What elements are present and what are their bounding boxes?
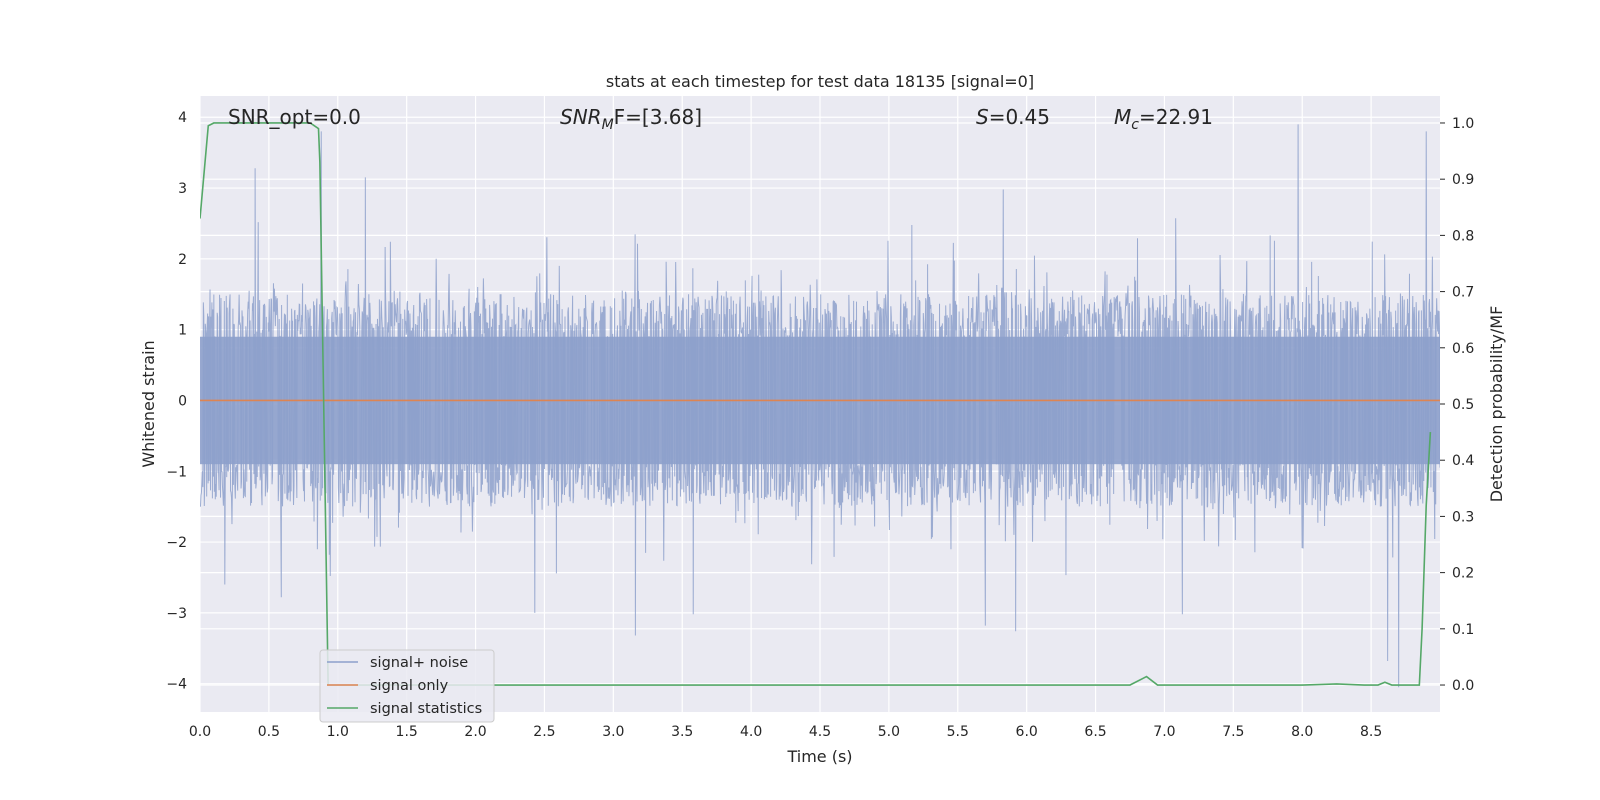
signal-statistics-line	[200, 122, 1432, 686]
y2-tick-label: 0.2	[1452, 566, 1474, 582]
y-tick-label: −4	[166, 677, 187, 693]
line-series	[200, 122, 1440, 686]
annotation-snr-opt: SNR_opt=0.0	[228, 105, 361, 129]
x-axis-label: Time (s)	[786, 747, 852, 766]
y2-tick-label: 0.6	[1452, 341, 1474, 357]
x-tick-label: 3.0	[602, 724, 624, 740]
x-tick-label: 8.5	[1360, 724, 1382, 740]
y2-tick-label: 0.5	[1452, 397, 1474, 413]
y-tick-label: 1	[178, 323, 187, 339]
x-tick-label: 6.0	[1016, 724, 1038, 740]
y-tick-label: 4	[178, 110, 187, 126]
x-tick-labels: 0.0 0.5 1.0 1.5 2.0 2.5 3.0 3.5 4.0 4.5 5.0 5.5 6.0 6…	[189, 724, 1382, 740]
x-tick-label: 2.0	[464, 724, 486, 740]
legend-label-stats: signal statistics	[370, 701, 482, 717]
legend-box	[319, 649, 495, 723]
y-tick-label: 3	[178, 181, 187, 197]
y2-axis-label: Detection probability/MF	[1487, 306, 1506, 503]
y2-tick-label: 0.8	[1452, 228, 1474, 244]
x-tick-label: 1.0	[327, 724, 349, 740]
x-tick-label: 7.5	[1222, 724, 1244, 740]
legend-label-noise: signal+ noise	[370, 655, 468, 671]
s-rest: =0.45	[989, 105, 1050, 129]
y-tick-label: −2	[166, 535, 187, 551]
mc-sub: c	[1131, 117, 1139, 133]
x-tick-label: 6.5	[1084, 724, 1106, 740]
annotation-s: S=0.45	[976, 105, 1050, 129]
snr-mf-sub: M	[602, 117, 614, 133]
chart-title: stats at each timestep for test data 181…	[606, 72, 1034, 91]
legend: signal+ noise signal only signal statist…	[319, 649, 495, 723]
x-tick-label: 2.5	[533, 724, 555, 740]
mc-rest: =22.91	[1139, 105, 1213, 129]
s-base: S	[976, 105, 989, 129]
y2-tick-label: 0.0	[1452, 678, 1474, 694]
mc-base: M	[1114, 105, 1131, 129]
snr-mf-base: SNR	[560, 105, 602, 129]
y-tick-label: −1	[166, 464, 187, 480]
x-tick-label: 0.5	[258, 724, 280, 740]
y2-tick-label: 0.9	[1452, 172, 1474, 188]
noise-series-line	[200, 124, 1440, 688]
x-tick-label: 7.0	[1153, 724, 1175, 740]
y2-tick-label: 1.0	[1452, 116, 1474, 132]
y2-tick-label: 0.4	[1452, 453, 1474, 469]
y-tick-label: 0	[178, 393, 187, 409]
annotation-snr-mf: SNRMF=[3.68]	[560, 105, 702, 133]
y-axis-label: Whitened strain	[139, 340, 158, 467]
y-tick-labels: 4 3 2 1 0 −1 −2 −3 −4	[166, 110, 187, 692]
x-tick-label: 4.5	[809, 724, 831, 740]
annotation-mc: Mc=22.91	[1114, 105, 1213, 133]
x-tick-label: 5.0	[878, 724, 900, 740]
snr-mf-rest: F=[3.68]	[614, 105, 702, 129]
legend-label-signal: signal only	[370, 678, 449, 694]
x-tick-label: 5.5	[947, 724, 969, 740]
y2-tick-labels: 1.0 0.9 0.8 0.7 0.6 0.5 0.4 0.3 0.2 0.1 0.0	[1440, 116, 1474, 694]
x-tick-label: 0.0	[189, 724, 211, 740]
y-tick-label: −3	[166, 606, 187, 622]
y2-tick-label: 0.3	[1452, 509, 1474, 525]
y2-tick-label: 0.7	[1452, 285, 1474, 301]
x-tick-label: 4.0	[740, 724, 762, 740]
y2-tick-label: 0.1	[1452, 622, 1474, 638]
x-tick-label: 8.0	[1291, 724, 1313, 740]
x-tick-label: 1.5	[396, 724, 418, 740]
y-tick-label: 2	[178, 252, 187, 268]
x-tick-label: 3.5	[671, 724, 693, 740]
